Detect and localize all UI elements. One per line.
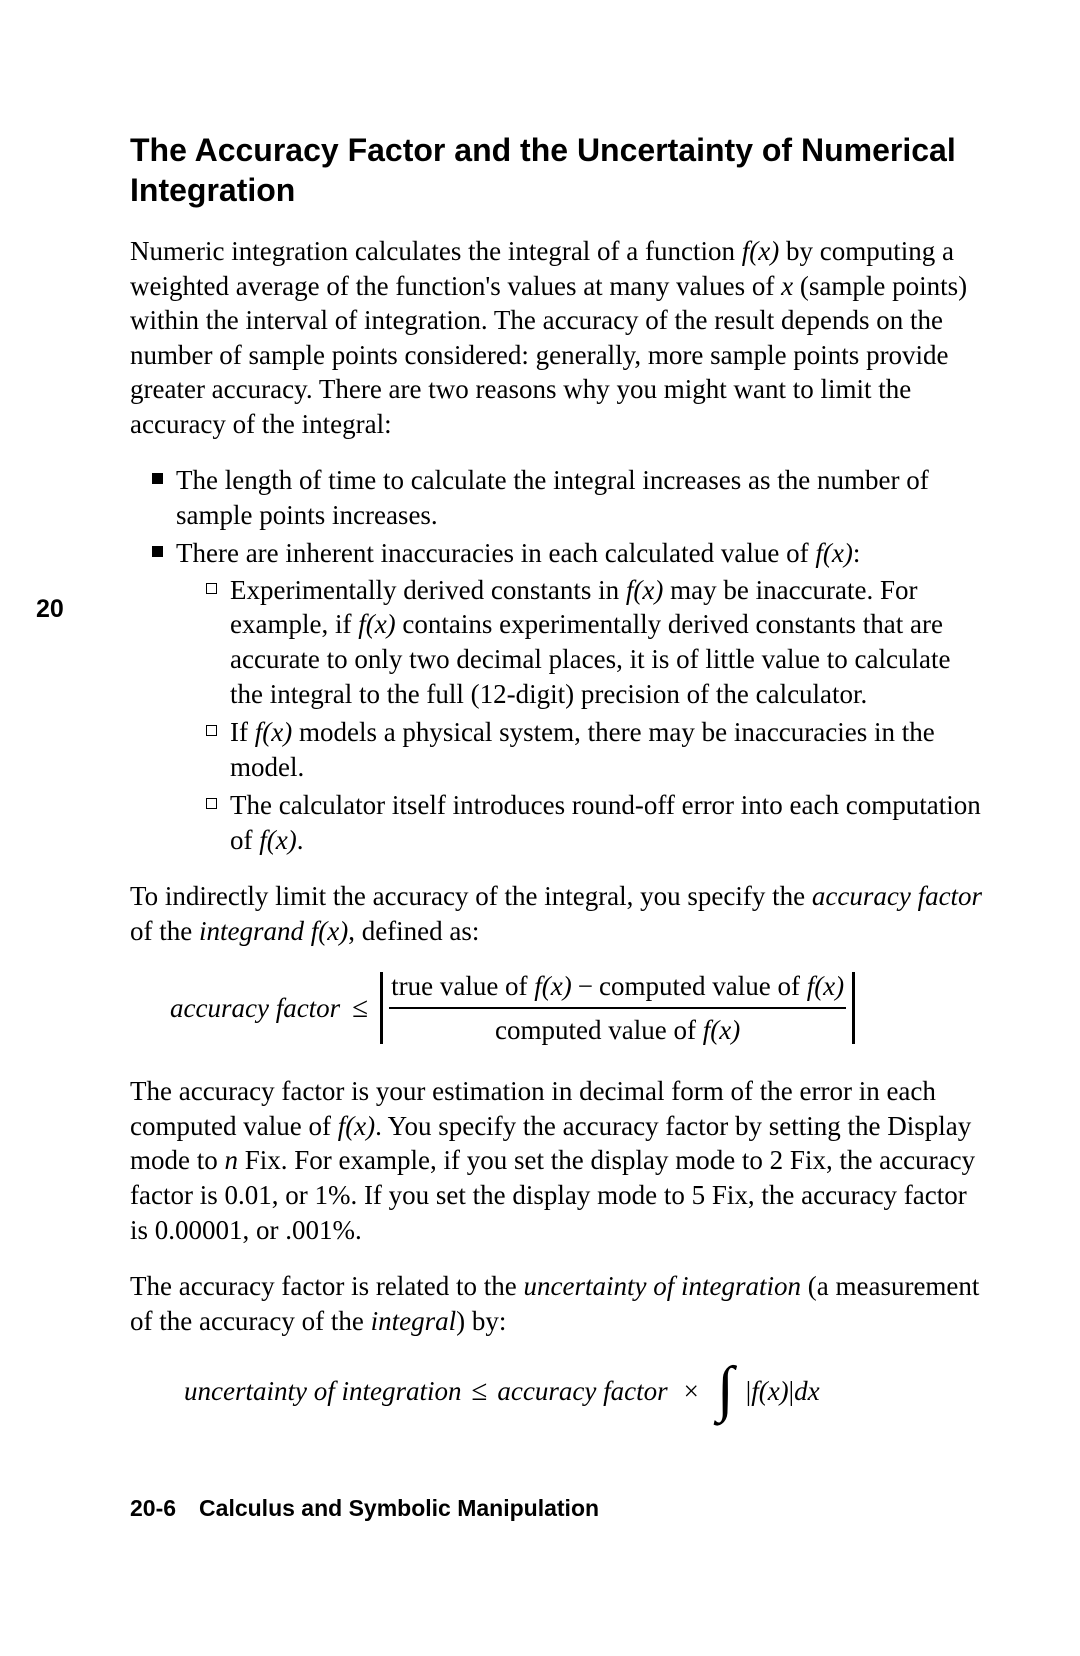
fx-notation: f(x)	[626, 575, 663, 605]
page: 20 The Accuracy Factor and the Uncertain…	[0, 0, 1080, 1656]
fraction: true value of f(x)−computed value of f(x…	[389, 969, 846, 1048]
bullet-2-text-post: :	[853, 538, 861, 568]
p3-post: Fix. For example, if you set the display…	[130, 1145, 975, 1244]
accuracy-factor-term: accuracy factor	[812, 881, 982, 911]
eq1-lhs: accuracy factor	[170, 991, 340, 1026]
reasons-bullet-list: The length of time to calculate the inte…	[130, 463, 985, 857]
sub-item-3: The calculator itself introduces round-o…	[206, 788, 985, 857]
absolute-bar-left	[380, 972, 383, 1044]
variable-x: x	[781, 271, 793, 301]
fx-notation: f(x)	[742, 236, 779, 266]
uncertainty-term: uncertainty of integration	[524, 1271, 801, 1301]
less-equal-symbol: ≤	[352, 990, 368, 1027]
section-title: The Accuracy Factor and the Uncertainty …	[130, 130, 985, 210]
sub-item-2: If f(x) models a physical system, there …	[206, 715, 985, 784]
sub-1-text-pre: Experimentally derived constants in	[230, 575, 626, 605]
fraction-numerator: true value of f(x)−computed value of f(x…	[389, 969, 846, 1010]
sub-bullet-list: Experimentally derived constants in f(x)…	[176, 573, 985, 857]
p4-pre: The accuracy factor is related to the	[130, 1271, 524, 1301]
bullet-1-text: The length of time to calculate the inte…	[176, 465, 929, 530]
bullet-item-1: The length of time to calculate the inte…	[152, 463, 985, 532]
accuracy-factor-equation: accuracy factor ≤ true value of f(x)−com…	[130, 970, 985, 1046]
integral-term: integral	[371, 1306, 457, 1336]
eq2-rhs1: accuracy factor	[497, 1374, 667, 1409]
accuracy-factor-intro: To indirectly limit the accuracy of the …	[130, 879, 985, 948]
fraction-denominator: computed value of f(x)	[493, 1009, 742, 1048]
fx-notation: f(x)	[259, 825, 296, 855]
integrand: |f(x)|dx	[746, 1374, 820, 1409]
sub-3-text-pre: The calculator itself introduces round-o…	[230, 790, 981, 855]
af-intro-post: , defined as:	[348, 916, 479, 946]
margin-chapter-number: 20	[36, 595, 64, 624]
af-intro-mid: of the	[130, 916, 199, 946]
den-pre: computed value of	[495, 1015, 703, 1045]
absolute-bar-right	[852, 972, 855, 1044]
eq2-lhs: uncertainty of integration	[184, 1374, 461, 1409]
sub-3-text-post: .	[297, 825, 304, 855]
fx-notation: f(x)	[338, 1111, 375, 1141]
fx-notation: f(x)	[807, 971, 844, 1001]
footer-spacer	[176, 1495, 199, 1521]
uncertainty-equation: uncertainty of integration ≤ accuracy fa…	[130, 1360, 985, 1422]
intro-paragraph: Numeric integration calculates the integ…	[130, 234, 985, 441]
intro-text-1: Numeric integration calculates the integ…	[130, 236, 742, 266]
differential-dx: dx	[794, 1376, 819, 1406]
bullet-2-text-pre: There are inherent inaccuracies in each …	[176, 538, 815, 568]
integrand-term: integrand	[199, 916, 304, 946]
times-symbol: ×	[684, 1374, 699, 1409]
num-pre: true value of	[391, 971, 534, 1001]
num-mid: computed value of	[599, 971, 807, 1001]
integral-symbol: ∫	[717, 1358, 734, 1420]
fx-notation: f(x)	[255, 717, 292, 747]
chapter-name: Calculus and Symbolic Manipulation	[199, 1495, 599, 1521]
fx-notation: f(x)	[815, 538, 852, 568]
sub-2-text-pre: If	[230, 717, 255, 747]
page-footer: 20-6 Calculus and Symbolic Manipulation	[130, 1495, 599, 1522]
p4-post: ) by:	[456, 1306, 506, 1336]
fx-notation: f(x)	[311, 916, 348, 946]
less-equal-symbol: ≤	[471, 1373, 487, 1410]
bullet-item-2: There are inherent inaccuracies in each …	[152, 536, 985, 857]
absolute-value-wrap: true value of f(x)−computed value of f(x…	[380, 970, 855, 1046]
sub-2-text-post: models a physical system, there may be i…	[230, 717, 935, 782]
fx-notation: f(x)	[703, 1015, 740, 1045]
fx-notation: f(x)	[534, 971, 571, 1001]
variable-n: n	[225, 1145, 239, 1175]
fx-notation: f(x)	[751, 1376, 788, 1406]
display-mode-paragraph: The accuracy factor is your estimation i…	[130, 1074, 985, 1247]
minus-sign: −	[578, 971, 593, 1001]
fx-notation: f(x)	[358, 609, 395, 639]
af-intro-sp	[304, 916, 311, 946]
sub-item-1: Experimentally derived constants in f(x)…	[206, 573, 985, 711]
uncertainty-intro-paragraph: The accuracy factor is related to the un…	[130, 1269, 985, 1338]
af-intro-pre: To indirectly limit the accuracy of the …	[130, 881, 812, 911]
page-number: 20-6	[130, 1495, 176, 1521]
